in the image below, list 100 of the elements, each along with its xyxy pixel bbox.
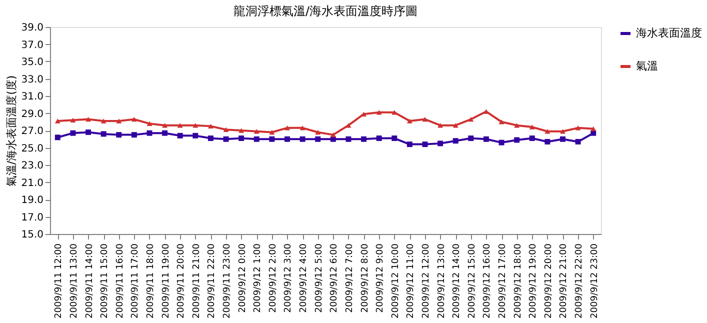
y-tick-label: 37.0: [21, 40, 44, 51]
x-tick-label: 2009/9/12 1:00: [253, 243, 264, 313]
point: [575, 126, 581, 130]
point: [300, 126, 306, 130]
point: [86, 116, 92, 122]
x-tick-label: 2009/9/12 6:00: [330, 243, 340, 313]
point: [223, 136, 229, 142]
point: [330, 136, 336, 142]
x-tick-label: 2009/9/12 3:00: [284, 243, 294, 313]
y-tick-label: 15.0: [21, 230, 44, 240]
x-tick-label: 2009/9/12 0:00: [238, 243, 248, 313]
point: [452, 138, 458, 144]
y-tick-label: 19.0: [21, 195, 44, 206]
x-tick-label: 2009/9/11 18:00: [146, 243, 156, 318]
x-tick-label: 2009/9/12 14:00: [452, 243, 462, 318]
point: [346, 136, 352, 142]
point: [392, 110, 398, 115]
point: [116, 132, 122, 138]
x-tick-label: 2009/9/12 12:00: [421, 243, 432, 318]
y-axis-title: 氣溫/海水表面溫度(度): [5, 75, 18, 187]
x-tick-label: 2009/9/12 15:00: [467, 243, 478, 318]
point: [131, 132, 137, 138]
x-tick-label: 2009/9/12 19:00: [528, 243, 539, 318]
point: [192, 122, 198, 128]
point: [100, 131, 106, 137]
point: [54, 134, 60, 140]
point: [131, 116, 137, 122]
point: [162, 122, 168, 128]
point: [284, 136, 290, 142]
legend-label: 氣溫: [636, 60, 658, 72]
point: [361, 136, 366, 142]
point: [54, 118, 60, 124]
point: [192, 132, 198, 138]
point: [392, 136, 398, 141]
point: [100, 118, 106, 124]
point: [238, 136, 244, 141]
x-tick-label: 2009/9/11 13:00: [69, 243, 80, 318]
x-tick-label: 2009/9/12 7:00: [344, 243, 355, 313]
point: [162, 130, 168, 136]
point: [438, 122, 444, 128]
point: [116, 118, 122, 124]
x-tick-label: 2009/9/11 12:00: [54, 243, 64, 318]
point: [575, 138, 581, 144]
x-tick-label: 2009/9/12 20:00: [544, 243, 554, 318]
point: [590, 130, 596, 136]
x-tick-label: 2009/9/12 17:00: [498, 243, 508, 318]
chart-title: 龍洞浮標氣溫/海水表面溫度時序圖: [233, 4, 418, 18]
point: [529, 124, 535, 130]
y-tick-label: 21.0: [21, 178, 44, 189]
point: [177, 122, 183, 128]
y-tick-label: 17.0: [21, 212, 44, 224]
x-tick-label: 2009/9/11 15:00: [100, 243, 110, 318]
point: [254, 128, 260, 134]
y-tick-label: 23.0: [21, 160, 44, 172]
point: [86, 129, 91, 135]
point: [422, 142, 428, 148]
x-tick-label: 2009/9/12 9:00: [376, 243, 386, 313]
y-tick-label: 29.0: [21, 108, 44, 120]
point: [70, 118, 76, 123]
point: [146, 130, 152, 136]
point: [514, 122, 520, 128]
x-tick-label: 2009/9/12 4:00: [299, 243, 310, 313]
x-tick-label: 2009/9/12 2:00: [268, 243, 278, 313]
x-tick-label: 2009/9/12 23:00: [590, 243, 600, 318]
y-tick-label: 27.0: [21, 126, 44, 137]
point: [452, 122, 458, 128]
x-tick-label: 2009/9/11 14:00: [84, 243, 95, 318]
x-tick-label: 2009/9/11 23:00: [222, 243, 233, 318]
x-tick-label: 2009/9/12 11:00: [406, 243, 416, 318]
y-tick-label: 25.0: [21, 143, 44, 154]
point: [330, 132, 336, 138]
x-tick-label: 2009/9/12 5:00: [314, 243, 324, 313]
point: [254, 136, 260, 142]
point: [315, 130, 321, 135]
point: [590, 126, 596, 132]
point: [146, 121, 152, 126]
point: [468, 116, 474, 122]
point: [177, 132, 183, 138]
point: [300, 136, 306, 142]
point: [438, 140, 444, 146]
x-tick-label: 2009/9/11 19:00: [161, 243, 172, 318]
x-tick-label: 2009/9/12 13:00: [436, 243, 447, 318]
point: [544, 138, 550, 144]
legend-label: 海水表面溫度: [636, 26, 702, 40]
y-tick-label: 39.0: [21, 22, 44, 34]
point: [346, 122, 352, 128]
point: [468, 136, 474, 141]
x-tick-label: 2009/9/11 21:00: [192, 243, 202, 318]
point: [529, 136, 535, 141]
point: [406, 142, 412, 148]
y-tick-label: 31.0: [21, 92, 44, 102]
x-tick-label: 2009/9/11 16:00: [115, 243, 126, 318]
point: [70, 130, 76, 136]
x-tick-label: 2009/9/11 22:00: [207, 243, 218, 318]
point: [315, 136, 321, 142]
point: [483, 136, 489, 142]
y-tick-label: 35.0: [21, 57, 44, 68]
x-tick-label: 2009/9/11 17:00: [130, 243, 141, 318]
x-tick-label: 2009/9/11 20:00: [176, 243, 187, 318]
point: [514, 137, 520, 143]
